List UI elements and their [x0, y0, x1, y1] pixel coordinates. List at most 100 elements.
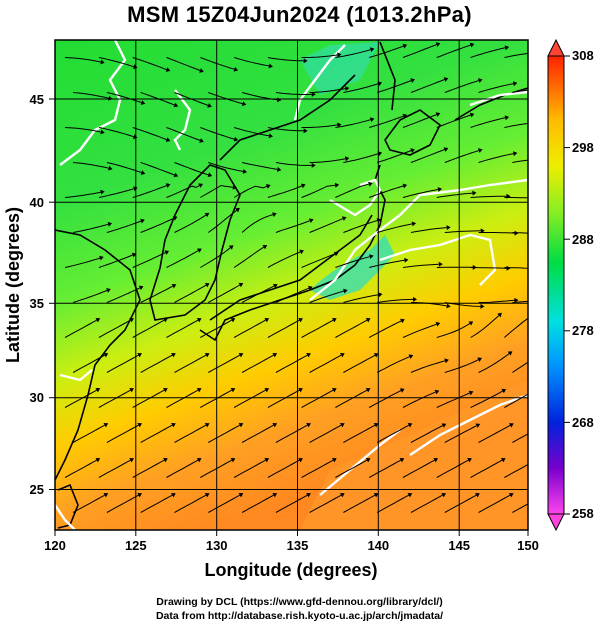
streamline [335, 183, 369, 198]
streamline-arrow [272, 492, 278, 498]
streamline [478, 83, 514, 93]
streamline-arrow [506, 265, 511, 271]
streamline [166, 250, 199, 268]
streamline-arrow [365, 457, 371, 463]
streamline [106, 287, 141, 303]
y-tick-label: 45 [30, 92, 44, 107]
streamline-arrow [204, 283, 210, 288]
streamline-arrow [477, 78, 483, 83]
streamline [301, 184, 336, 198]
streamline [233, 389, 266, 408]
streamline [512, 503, 528, 513]
streamline-arrow [443, 77, 449, 82]
streamline [64, 319, 97, 338]
streamline-arrow [497, 312, 502, 318]
contour-ne [469, 90, 528, 107]
y-axis-ticks: 25 30 35 40 45 [30, 92, 55, 497]
streamline [98, 127, 134, 138]
streamline [208, 92, 243, 105]
streamline [106, 494, 139, 513]
streamline [64, 459, 97, 478]
streamline [343, 153, 379, 163]
streamline [241, 354, 274, 373]
streamline-arrow [410, 148, 415, 153]
coastlines [55, 41, 528, 529]
streamline [512, 232, 528, 234]
streamline-arrow [300, 183, 306, 189]
colorbar-max-arrow [547, 38, 565, 57]
streamline [309, 158, 346, 163]
streamline [444, 150, 479, 163]
streamline [132, 57, 167, 71]
streamline-arrow [100, 129, 105, 135]
streamline [377, 223, 413, 233]
streamline-arrow [334, 182, 340, 188]
streamline [444, 494, 477, 513]
streamline [267, 251, 301, 268]
streamline-arrow [446, 225, 451, 231]
streamline [444, 425, 477, 443]
streamline-arrow [444, 358, 449, 364]
streamline-arrow [238, 492, 244, 498]
streamline [436, 323, 471, 338]
data-credit: Data from http://database.rish.kyoto-u.a… [155, 610, 444, 622]
streamline-arrow [230, 457, 236, 463]
streamline-arrow [411, 221, 417, 227]
colorbar-label: 258 [572, 506, 594, 521]
streamline [512, 89, 528, 93]
streamline-arrow [100, 59, 105, 65]
streamline-arrow [262, 245, 268, 250]
streamline-arrow [337, 122, 342, 128]
streamline [208, 424, 241, 443]
colorbar-label: 288 [572, 232, 594, 247]
streamline-arrow [514, 230, 519, 236]
streamline-arrow [343, 288, 348, 294]
streamline [444, 359, 479, 373]
streamline-arrow [272, 422, 278, 428]
streamline [335, 119, 371, 128]
streamline [478, 232, 515, 234]
streamline-arrow [500, 457, 506, 463]
streamline-arrow [132, 134, 138, 140]
streamline-arrow [540, 50, 544, 55]
streamline-arrow [196, 457, 202, 463]
streamline [241, 424, 274, 443]
streamline-arrow [369, 254, 374, 260]
streamline-arrow [339, 422, 345, 428]
streamline-arrow [501, 388, 507, 394]
streamline-arrow [337, 52, 342, 58]
contour-tohoku [329, 178, 382, 217]
streamline [208, 209, 237, 233]
cool-patch-north [300, 42, 380, 95]
streamline [343, 354, 376, 373]
streamline-arrow [540, 196, 544, 201]
streamline-arrow [468, 321, 474, 326]
streamline-arrow [242, 168, 248, 174]
streamline-arrow [402, 183, 408, 189]
streamline-arrow [373, 492, 379, 498]
streamline-arrow [475, 423, 481, 428]
streamline-arrow [402, 43, 408, 49]
streamline-arrow [433, 457, 439, 463]
korea-coast [149, 164, 241, 321]
streamline-arrow [132, 64, 138, 70]
streamline-arrow [233, 66, 239, 72]
streamline-arrow [103, 422, 109, 428]
streamline [140, 285, 174, 303]
streamline [98, 319, 131, 338]
x-axis-title: Longitude (degrees) [204, 560, 377, 580]
streamline [369, 185, 404, 198]
streamline [64, 389, 97, 408]
streamline-arrow [514, 297, 519, 303]
wind-arrows [95, 42, 544, 498]
streamline [470, 117, 506, 128]
streamline [233, 319, 266, 338]
streamline-arrow [228, 245, 234, 250]
streamline-arrow [95, 387, 101, 393]
streamline-arrow [207, 103, 212, 108]
streamline [410, 149, 445, 163]
streamline-arrow [307, 285, 313, 291]
streamline [309, 290, 344, 303]
streamline [343, 83, 379, 93]
